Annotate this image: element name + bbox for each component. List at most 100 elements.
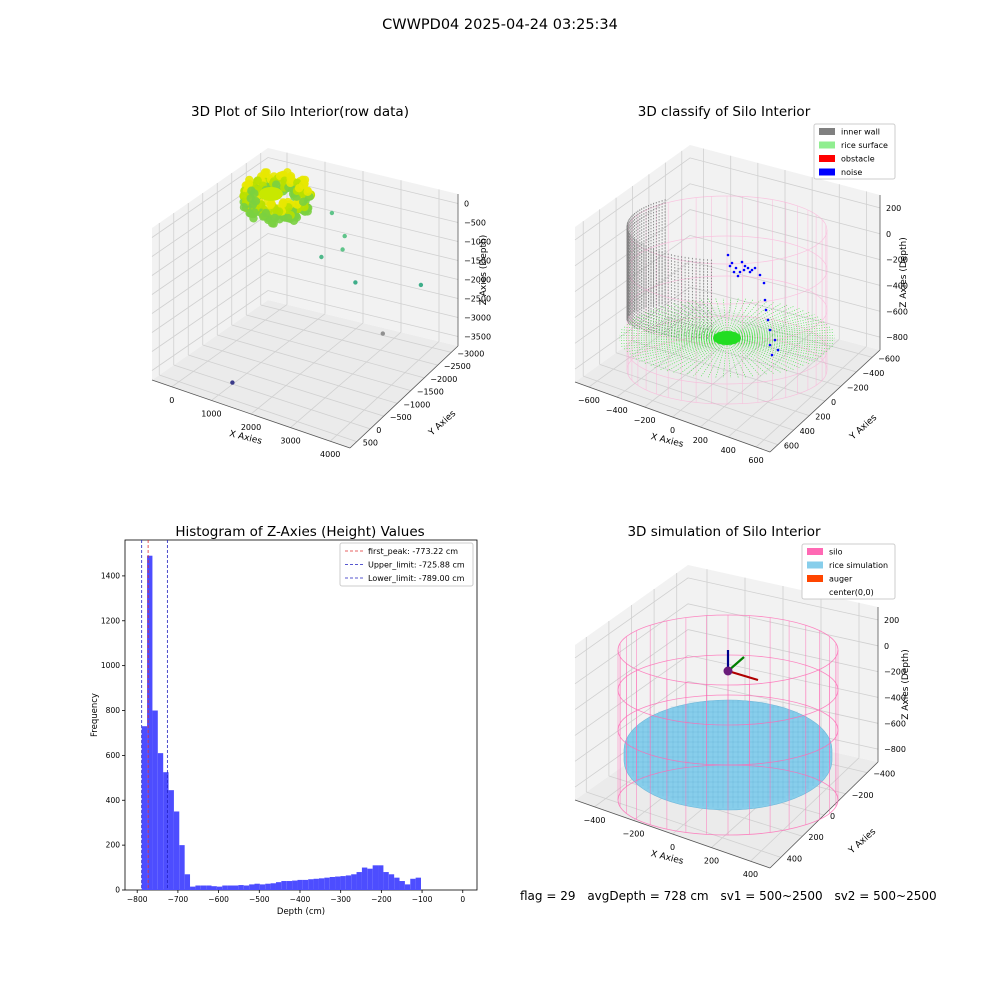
z-gridline — [574, 209, 881, 292]
noise-point — [728, 264, 732, 268]
histogram-bars — [141, 555, 421, 890]
noise-point — [776, 348, 780, 352]
inner-wall-points — [626, 199, 712, 341]
y-gridline — [202, 344, 398, 404]
rice-radial-line — [635, 337, 728, 360]
rice-radial-line — [722, 337, 728, 379]
rice-radial-line — [639, 337, 728, 362]
histogram-bar — [254, 883, 260, 890]
rice-radial-line — [726, 337, 834, 344]
histogram-bar — [249, 884, 255, 890]
rice-radial-line — [726, 337, 829, 352]
histogram-bar — [351, 874, 357, 890]
y-axis-label: Frequency — [90, 693, 100, 737]
legend-label: rice surface — [841, 141, 888, 150]
rice-radial-line — [726, 337, 768, 376]
noise-point — [766, 318, 770, 322]
x-gridline — [250, 322, 364, 415]
outlier-point — [380, 331, 385, 336]
histogram-bar — [367, 868, 373, 890]
z-tick-label: −1500 — [464, 257, 491, 266]
histogram-bar — [206, 885, 212, 890]
rice-radial-line — [726, 337, 810, 364]
ring-point — [266, 200, 275, 210]
status-line: flag = 29 avgDepth = 728 cm sv1 = 500~25… — [520, 889, 945, 903]
legend-label: auger — [829, 575, 853, 584]
histogram-bar — [345, 875, 352, 890]
histogram-bar — [157, 753, 164, 890]
histogram-bar — [168, 790, 174, 890]
noise-point — [748, 270, 752, 274]
back-wall-left — [152, 148, 268, 380]
y-tick-label: −400 — [862, 369, 884, 378]
histogram-legend: first_peak: -773.22 cm Upper_limit: -725.… — [339, 542, 474, 587]
rice-radial-line — [726, 337, 800, 368]
rice-center-dense — [713, 331, 741, 345]
noise-point — [738, 270, 742, 274]
rice-radial-line — [625, 337, 728, 352]
noise-point — [753, 266, 757, 270]
y-tick-label: 600 — [784, 442, 799, 451]
rice-radial-line — [654, 308, 728, 339]
y-tick-label: 500 — [363, 439, 378, 448]
histogram-bar — [292, 880, 298, 890]
rice-radial-line — [726, 314, 815, 339]
y-tick-label: −200 — [852, 791, 874, 800]
legend-label: noise — [841, 168, 862, 177]
histogram-bar — [173, 811, 180, 890]
outlier-point — [342, 233, 347, 239]
histogram-bar — [372, 865, 379, 890]
y-tick-label: 600 — [106, 751, 121, 760]
sv1-value: sv1 = 500~2500 — [720, 889, 823, 903]
noise-point — [730, 261, 734, 265]
z-tick-label: −3000 — [464, 314, 491, 323]
histogram-bar — [335, 876, 341, 890]
rice-radial-line — [644, 312, 728, 339]
histogram-bar — [378, 865, 384, 890]
z-tick-label: −800 — [884, 745, 906, 754]
x-tick-label: 2000 — [241, 423, 261, 432]
rice-radial-line — [726, 337, 835, 342]
z-tick-label: −600 — [886, 307, 908, 316]
noise-point — [762, 281, 766, 285]
y-tick-label: 200 — [815, 413, 830, 422]
x-gridline — [171, 304, 288, 388]
y-axis-line — [349, 345, 459, 449]
y-tick-label: 400 — [787, 854, 802, 863]
x-gridline — [290, 331, 402, 428]
x-tick-label: −400 — [584, 816, 606, 825]
outlier-point — [319, 254, 324, 260]
noise-point — [750, 268, 754, 272]
legend-label: first_peak: -773.22 cm — [368, 547, 458, 556]
y-tick-label: 800 — [106, 706, 121, 715]
rice-radial-line — [672, 303, 728, 339]
z-tick-label: 200 — [884, 616, 899, 625]
noise-point — [742, 268, 746, 272]
legend-swatch — [819, 128, 835, 135]
silo-ring — [617, 764, 839, 836]
rice-radial-line — [726, 337, 819, 360]
legend-label: Upper_limit: -725.88 cm — [368, 561, 465, 570]
noise-point — [736, 274, 740, 278]
x-tick-label: −300 — [330, 895, 351, 904]
ring-point — [251, 197, 261, 206]
z-gridline — [151, 233, 459, 314]
z-gridline — [151, 157, 459, 238]
rice-radial-line — [686, 300, 728, 339]
x-tick-label: −200 — [634, 416, 656, 425]
x-tick-label: −600 — [208, 895, 229, 904]
z-tick-label: −600 — [884, 719, 906, 728]
z-gridline — [574, 234, 881, 318]
x-tick-label: −600 — [578, 396, 600, 405]
histogram-bar — [394, 877, 400, 890]
x-tick-label: −700 — [168, 895, 189, 904]
z-gridline — [574, 680, 879, 762]
z-tick-label: −200 — [886, 256, 908, 265]
rice-radial-line — [726, 308, 800, 339]
z-gridline — [151, 271, 459, 352]
legend-classify: inner wall rice surface obstacle noise — [813, 123, 896, 180]
x-tick-label: −800 — [127, 895, 148, 904]
z-gridline — [574, 286, 881, 370]
z-tick-label: 0 — [464, 200, 469, 209]
y-tick-label: −2500 — [444, 362, 471, 371]
